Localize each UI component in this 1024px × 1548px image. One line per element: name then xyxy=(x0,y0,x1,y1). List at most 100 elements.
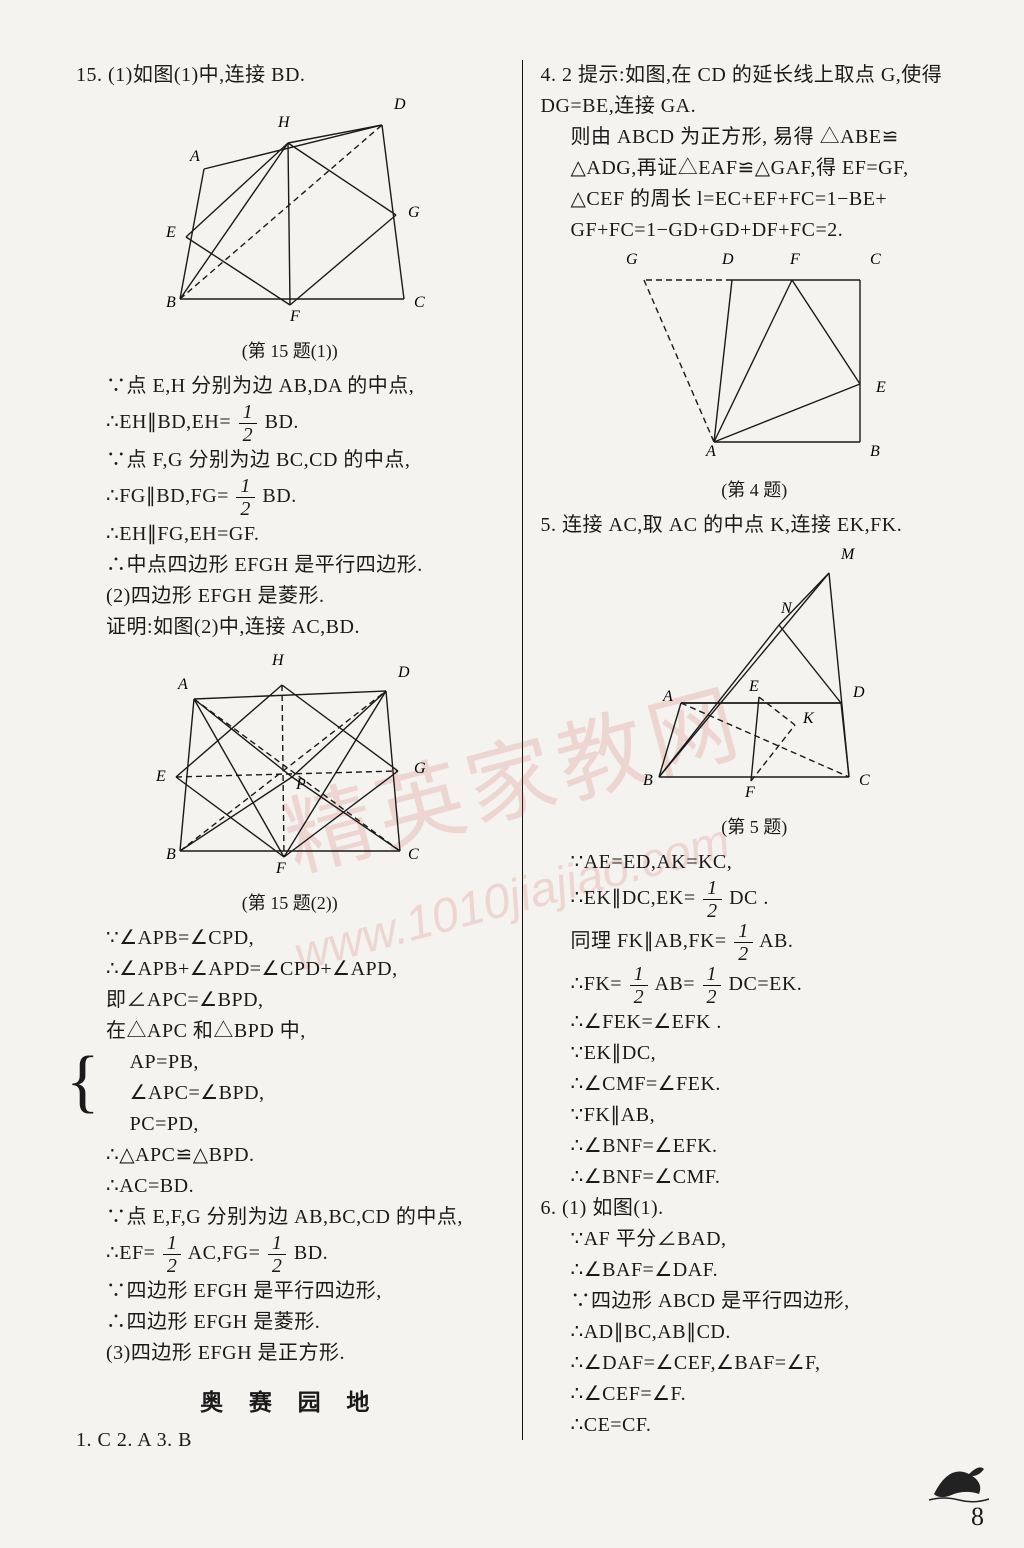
olympiad-answers: 1. C 2. A 3. B xyxy=(76,1425,504,1456)
svg-text:E: E xyxy=(165,224,176,241)
text-line: ∴EH∥FG,EH=GF. xyxy=(106,519,504,550)
svg-text:F: F xyxy=(744,784,755,801)
text-line: ∵四边形 EFGH 是平行四边形, xyxy=(106,1276,504,1307)
svg-text:E: E xyxy=(155,768,166,785)
text-line: ∴∠APB+∠APD=∠CPD+∠APD, xyxy=(106,954,504,985)
text-line: ∵AF 平分∠BAD, xyxy=(571,1224,969,1255)
text-line: ∴EF= 12 AC,FG= 12 BD. xyxy=(106,1233,504,1276)
figure-15-2: A B C D E F G H P xyxy=(150,647,430,885)
svg-text:M: M xyxy=(840,546,856,563)
svg-text:B: B xyxy=(870,443,880,460)
svg-text:E: E xyxy=(748,678,759,695)
p5-header: 5. 连接 AC,取 AC 的中点 K,连接 EK,FK. xyxy=(541,510,969,541)
svg-text:A: A xyxy=(705,443,716,460)
svg-text:B: B xyxy=(166,294,176,311)
text-line: 即∠APC=∠BPD, xyxy=(106,985,504,1016)
text-line: 则由 ABCD 为正方形, 易得 △ABE≌ xyxy=(571,122,969,153)
svg-text:P: P xyxy=(295,776,306,793)
section-title: 奥 赛 园 地 xyxy=(76,1383,504,1417)
text-line: ∵点 E,F,G 分别为边 AB,BC,CD 的中点, xyxy=(106,1202,504,1233)
text-line: PC=PD, xyxy=(130,1109,265,1140)
two-column-layout: 15. (1)如图(1)中,连接 BD. A B C D E F G H (第 15 题(1)… xyxy=(76,60,968,1440)
p15-block-c: ∴△APC≌△BPD.∴AC=BD.∵点 E,F,G 分别为边 AB,BC,CD… xyxy=(76,1140,504,1369)
svg-text:D: D xyxy=(397,664,410,681)
text-line: 证明:如图(2)中,连接 AC,BD. xyxy=(106,612,504,643)
p6-block: ∵AF 平分∠BAD,∴∠BAF=∠DAF.∵四边形 ABCD 是平行四边形,∴… xyxy=(541,1224,969,1441)
text-line: ∵∠APB=∠CPD, xyxy=(106,923,504,954)
svg-text:G: G xyxy=(414,760,426,777)
text-line: GF+FC=1−GD+GD+DF+FC=2. xyxy=(571,215,969,246)
text-line: ∵点 F,G 分别为边 BC,CD 的中点, xyxy=(106,445,504,476)
svg-text:D: D xyxy=(393,96,406,113)
brace-icon: { xyxy=(66,1047,100,1140)
dolphin-icon xyxy=(924,1454,994,1504)
svg-text:E: E xyxy=(875,379,886,396)
svg-text:K: K xyxy=(802,710,815,727)
svg-text:C: C xyxy=(408,846,419,863)
left-column: 15. (1)如图(1)中,连接 BD. A B C D E F G H (第 15 题(1)… xyxy=(76,60,522,1440)
svg-text:H: H xyxy=(271,652,285,669)
svg-text:B: B xyxy=(643,772,653,789)
text-line: ∴AD∥BC,AB∥CD. xyxy=(571,1317,969,1348)
figure-15-1-caption: (第 15 题(1)) xyxy=(76,337,504,363)
svg-text:G: G xyxy=(408,204,420,221)
right-column: 4. 2 提示:如图,在 CD 的延长线上取点 G,使得 DG=BE,连接 GA… xyxy=(523,60,969,1440)
svg-text:C: C xyxy=(414,294,425,311)
text-line: ∠APC=∠BPD, xyxy=(130,1078,265,1109)
text-line: ∴EK∥DC,EK= 12 DC . xyxy=(571,878,969,921)
text-line: ∴EH∥BD,EH= 12 BD. xyxy=(106,402,504,445)
text-line: ∵AE=ED,AK=KC, xyxy=(571,847,969,878)
text-line: (2)四边形 EFGH 是菱形. xyxy=(106,581,504,612)
svg-text:D: D xyxy=(852,684,865,701)
text-line: ∴∠BNF=∠EFK. xyxy=(571,1131,969,1162)
p5-block: ∵AE=ED,AK=KC,∴EK∥DC,EK= 12 DC .同理 FK∥AB,… xyxy=(541,847,969,1193)
text-line: ∴∠FEK=∠EFK . xyxy=(571,1007,969,1038)
svg-text:A: A xyxy=(662,688,673,705)
text-line: AP=PB, xyxy=(130,1047,265,1078)
svg-text:A: A xyxy=(177,676,188,693)
text-line: △ADG,再证△EAF≌△GAF,得 EF=GF, xyxy=(571,153,969,184)
text-line: ∴∠BNF=∠CMF. xyxy=(571,1162,969,1193)
text-line: ∴∠BAF=∠DAF. xyxy=(571,1255,969,1286)
svg-text:B: B xyxy=(166,846,176,863)
svg-text:D: D xyxy=(721,251,734,268)
p4-block: 则由 ABCD 为正方形, 易得 △ABE≌△ADG,再证△EAF≌△GAF,得… xyxy=(541,122,969,246)
text-line: ∵FK∥AB, xyxy=(571,1100,969,1131)
p4-header: 4. 2 提示:如图,在 CD 的延长线上取点 G,使得 DG=BE,连接 GA… xyxy=(541,60,969,122)
figure-5-caption: (第 5 题) xyxy=(541,813,969,839)
svg-text:A: A xyxy=(189,148,200,165)
text-line: ∴CE=CF. xyxy=(571,1410,969,1441)
page: 精英家教网 www.1010jiajiao.com 15. (1)如图(1)中,… xyxy=(0,0,1024,1548)
page-number: 8 xyxy=(971,1502,984,1531)
p15-header: 15. (1)如图(1)中,连接 BD. xyxy=(76,60,504,91)
text-line: ∴△APC≌△BPD. xyxy=(106,1140,504,1171)
text-line: ∴FG∥BD,FG= 12 BD. xyxy=(106,476,504,519)
text-line: 同理 FK∥AB,FK= 12 AB. xyxy=(571,921,969,964)
text-line: ∴∠CMF=∠FEK. xyxy=(571,1069,969,1100)
text-line: ∵EK∥DC, xyxy=(571,1038,969,1069)
page-footer: 8 xyxy=(971,1502,984,1532)
p6-header: 6. (1) 如图(1). xyxy=(541,1193,969,1224)
svg-text:C: C xyxy=(859,772,870,789)
svg-text:G: G xyxy=(626,251,638,268)
svg-text:F: F xyxy=(789,251,800,268)
svg-text:F: F xyxy=(275,860,286,877)
text-line: ∴AC=BD. xyxy=(106,1171,504,1202)
text-line: (3)四边形 EFGH 是正方形. xyxy=(106,1338,504,1369)
svg-text:F: F xyxy=(289,308,300,325)
text-line: ∴四边形 EFGH 是菱形. xyxy=(106,1307,504,1338)
system-lines: AP=PB,∠APC=∠BPD,PC=PD, xyxy=(100,1047,265,1140)
figure-4-caption: (第 4 题) xyxy=(541,476,969,502)
svg-text:H: H xyxy=(277,114,291,131)
text-line: ∴∠DAF=∠CEF,∠BAF=∠F, xyxy=(571,1348,969,1379)
text-line: ∵四边形 ABCD 是平行四边形, xyxy=(571,1286,969,1317)
p15-block-a: ∵点 E,H 分别为边 AB,DA 的中点,∴EH∥BD,EH= 12 BD.∵… xyxy=(76,371,504,643)
text-line: ∴∠CEF=∠F. xyxy=(571,1379,969,1410)
text-line: ∴中点四边形 EFGH 是平行四边形. xyxy=(106,550,504,581)
text-line: 在△APC 和△BPD 中, xyxy=(106,1016,504,1047)
text-line: ∴FK= 12 AB= 12 DC=EK. xyxy=(571,964,969,1007)
figure-4: A B C D E F G xyxy=(614,250,894,472)
svg-text:C: C xyxy=(870,251,881,268)
figure-15-2-caption: (第 15 题(2)) xyxy=(76,889,504,915)
text-line: ∵点 E,H 分别为边 AB,DA 的中点, xyxy=(106,371,504,402)
